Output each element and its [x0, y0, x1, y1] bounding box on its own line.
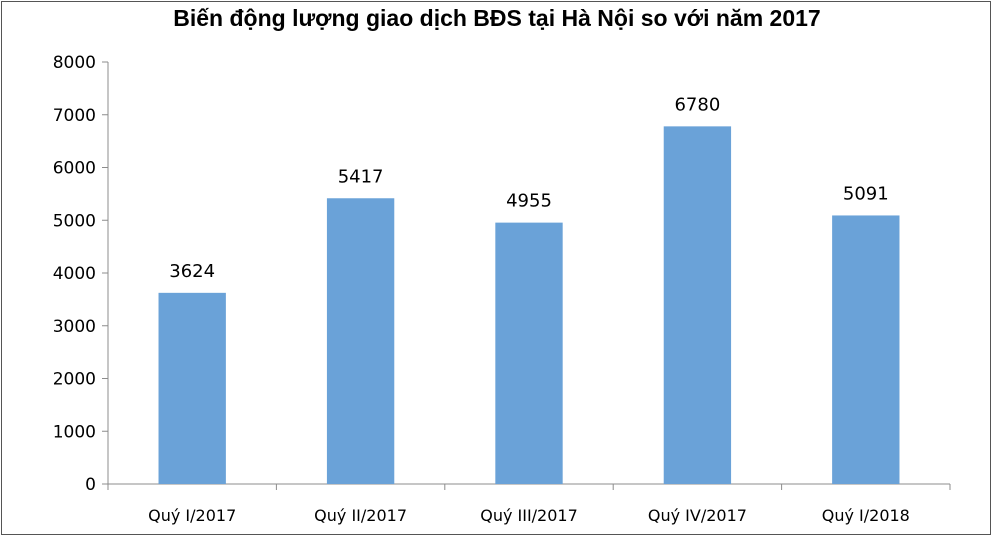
- bar-value-label: 6780: [674, 94, 720, 115]
- x-tick-label: Quý I/2018: [822, 506, 910, 525]
- bars: [158, 126, 900, 485]
- x-tick-label: Quý IV/2017: [648, 506, 747, 525]
- y-tick-label: 4000: [53, 264, 96, 284]
- x-tick-label: Quý II/2017: [314, 506, 407, 525]
- y-tick-label: 1000: [53, 422, 96, 442]
- bar: [158, 292, 226, 484]
- y-tick-label: 0: [85, 475, 96, 495]
- y-tick-label: 7000: [53, 106, 96, 126]
- y-tick-label: 8000: [53, 53, 96, 73]
- bar-value-label: 4955: [506, 191, 552, 212]
- x-tick-label: Quý III/2017: [480, 506, 578, 525]
- y-axis: 0 1000 2000 3000 4000 5000 6000 7000 8000: [53, 53, 109, 495]
- bar: [326, 198, 395, 485]
- bar: [495, 222, 563, 484]
- bar-value-label: 5091: [843, 183, 889, 204]
- bar-value-label: 3624: [169, 261, 215, 282]
- y-tick-label: 2000: [53, 370, 96, 390]
- y-tick-label: 3000: [53, 317, 96, 337]
- x-tick-label: Quý I/2017: [148, 506, 236, 525]
- y-tick-label: 5000: [53, 211, 96, 231]
- data-labels: 3624 5417 4955 6780 5091: [169, 94, 888, 281]
- bar: [663, 126, 732, 484]
- x-axis: Quý I/2017 Quý II/2017 Quý III/2017 Quý IV/…: [107, 483, 951, 525]
- bar: [832, 215, 900, 484]
- chart-title: Biến động lượng giao dịch BĐS tại Hà Nội…: [173, 5, 821, 31]
- y-tick-label: 6000: [53, 159, 96, 179]
- bar-value-label: 5417: [338, 166, 384, 187]
